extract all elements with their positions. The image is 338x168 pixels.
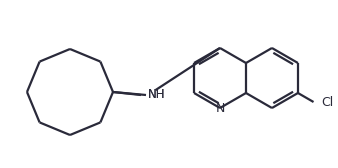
Text: Cl: Cl xyxy=(321,95,334,109)
Text: NH: NH xyxy=(148,89,166,101)
Text: NH: NH xyxy=(148,89,166,101)
Text: N: N xyxy=(215,101,225,115)
